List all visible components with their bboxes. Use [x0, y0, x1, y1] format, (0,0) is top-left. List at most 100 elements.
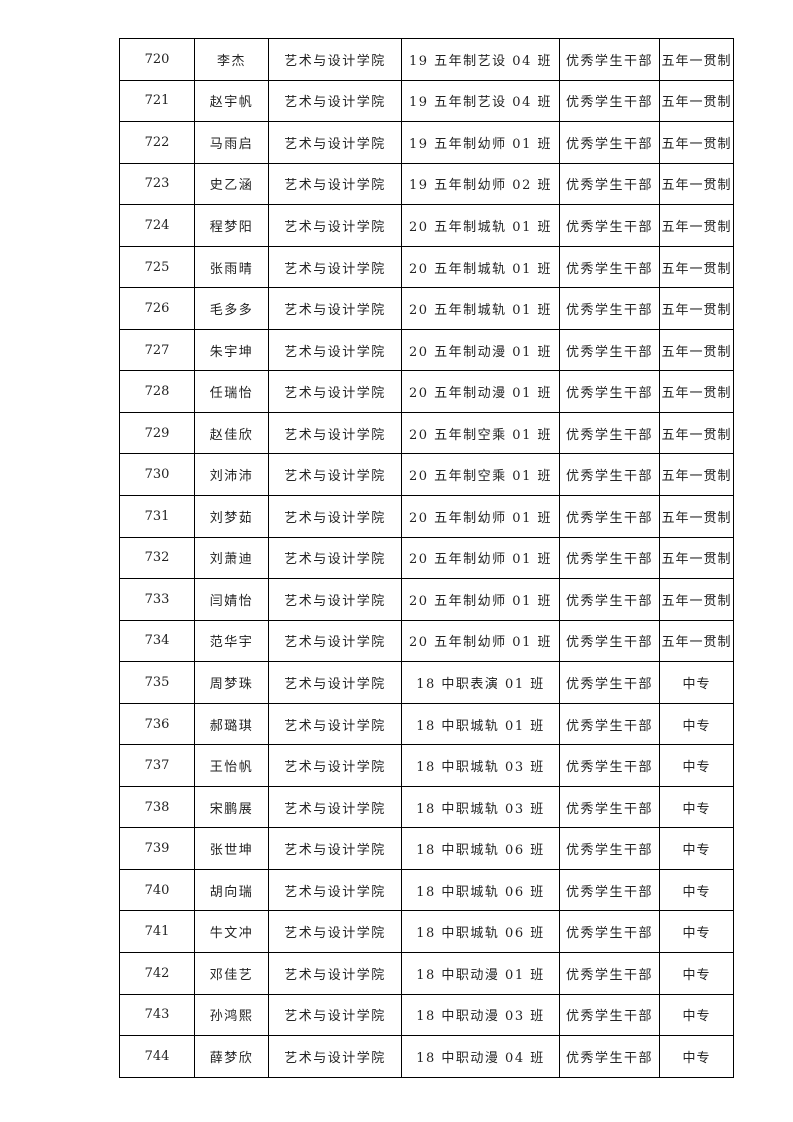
- program-type-cell: 中专: [659, 910, 734, 954]
- student-name-cell: 毛多多: [194, 287, 269, 330]
- table-row: 723 史乙涵 艺术与设计学院 19 五年制幼师 02 班优秀学生干部 五年一贯制: [119, 162, 734, 206]
- student-name-cell: 马雨启: [194, 121, 269, 164]
- class-cell: 19 五年制幼师 02 班: [401, 162, 560, 206]
- program-type-cell: 五年一贯制: [659, 411, 734, 455]
- student-name-cell: 王怡帆: [194, 744, 269, 787]
- table-row: 724 程梦阳 艺术与设计学院 20 五年制城轨 01 班优秀学生干部 五年一贯制: [119, 204, 734, 247]
- row-number-cell: 738: [119, 785, 195, 829]
- program-type-cell: 五年一贯制: [659, 370, 734, 413]
- program-type-cell: 五年一贯制: [659, 328, 734, 372]
- award-cell: 优秀学生干部: [559, 827, 660, 870]
- student-name-cell: 周梦珠: [194, 661, 269, 704]
- row-number-cell: 724: [119, 204, 195, 247]
- award-cell: 优秀学生干部: [559, 495, 660, 538]
- college-cell: 艺术与设计学院: [268, 827, 402, 870]
- program-type-cell: 中专: [659, 785, 734, 829]
- student-name-cell: 闫婧怡: [194, 578, 269, 621]
- college-cell: 艺术与设计学院: [268, 702, 402, 746]
- program-type-cell: 中专: [659, 868, 734, 912]
- class-cell: 18 中职动漫 04 班: [401, 1035, 560, 1078]
- class-cell: 20 五年制动漫 01 班: [401, 370, 560, 413]
- class-cell: 20 五年制城轨 01 班: [401, 287, 560, 330]
- table-row: 732 刘萧迪 艺术与设计学院 20 五年制幼师 01 班优秀学生干部 五年一贯制: [119, 536, 734, 580]
- table-row: 736 郝璐琪 艺术与设计学院 18 中职城轨 01 班优秀学生干部 中专: [119, 702, 734, 746]
- program-type-cell: 五年一贯制: [659, 121, 734, 164]
- program-type-cell: 中专: [659, 952, 734, 995]
- row-number-cell: 741: [119, 910, 195, 954]
- award-cell: 优秀学生干部: [559, 287, 660, 330]
- program-type-cell: 中专: [659, 1035, 734, 1078]
- student-name-cell: 程梦阳: [194, 204, 269, 247]
- row-number-cell: 720: [119, 38, 195, 81]
- college-cell: 艺术与设计学院: [268, 619, 402, 663]
- class-cell: 20 五年制城轨 01 班: [401, 245, 560, 289]
- class-cell: 20 五年制幼师 01 班: [401, 619, 560, 663]
- award-cell: 优秀学生干部: [559, 785, 660, 829]
- college-cell: 艺术与设计学院: [268, 952, 402, 995]
- table-row: 721 赵宇帆 艺术与设计学院 19 五年制艺设 04 班优秀学生干部 五年一贯制: [119, 79, 734, 123]
- class-cell: 18 中职城轨 03 班: [401, 785, 560, 829]
- table-body: 720 李杰 艺术与设计学院 19 五年制艺设 04 班优秀学生干部 五年一贯制 721 赵…: [119, 38, 734, 1078]
- award-cell: 优秀学生干部: [559, 536, 660, 580]
- college-cell: 艺术与设计学院: [268, 536, 402, 580]
- row-number-cell: 725: [119, 245, 195, 289]
- row-number-cell: 735: [119, 661, 195, 704]
- table-row: 725 张雨晴 艺术与设计学院 20 五年制城轨 01 班优秀学生干部 五年一贯制: [119, 245, 734, 289]
- table-row: 742 邓佳艺 艺术与设计学院 18 中职动漫 01 班优秀学生干部 中专: [119, 952, 734, 995]
- college-cell: 艺术与设计学院: [268, 79, 402, 123]
- table-row: 737 王怡帆 艺术与设计学院 18 中职城轨 03 班优秀学生干部 中专: [119, 744, 734, 787]
- award-cell: 优秀学生干部: [559, 993, 660, 1037]
- program-type-cell: 五年一贯制: [659, 619, 734, 663]
- class-cell: 20 五年制幼师 01 班: [401, 578, 560, 621]
- student-name-cell: 刘沛沛: [194, 453, 269, 497]
- table-row: 744 薛梦欣 艺术与设计学院 18 中职动漫 04 班优秀学生干部 中专: [119, 1035, 734, 1078]
- row-number-cell: 722: [119, 121, 195, 164]
- award-cell: 优秀学生干部: [559, 328, 660, 372]
- award-cell: 优秀学生干部: [559, 952, 660, 995]
- program-type-cell: 五年一贯制: [659, 204, 734, 247]
- award-cell: 优秀学生干部: [559, 245, 660, 289]
- award-cell: 优秀学生干部: [559, 79, 660, 123]
- award-cell: 优秀学生干部: [559, 411, 660, 455]
- row-number-cell: 726: [119, 287, 195, 330]
- program-type-cell: 五年一贯制: [659, 495, 734, 538]
- award-cell: 优秀学生干部: [559, 868, 660, 912]
- program-type-cell: 五年一贯制: [659, 245, 734, 289]
- student-name-cell: 任瑞怡: [194, 370, 269, 413]
- award-cell: 优秀学生干部: [559, 661, 660, 704]
- college-cell: 艺术与设计学院: [268, 411, 402, 455]
- student-name-cell: 牛文冲: [194, 910, 269, 954]
- class-cell: 18 中职表演 01 班: [401, 661, 560, 704]
- table-row: 727 朱宇坤 艺术与设计学院 20 五年制动漫 01 班优秀学生干部 五年一贯制: [119, 328, 734, 372]
- award-cell: 优秀学生干部: [559, 121, 660, 164]
- row-number-cell: 736: [119, 702, 195, 746]
- college-cell: 艺术与设计学院: [268, 1035, 402, 1078]
- class-cell: 18 中职动漫 01 班: [401, 952, 560, 995]
- student-name-cell: 张世坤: [194, 827, 269, 870]
- student-name-cell: 胡向瑞: [194, 868, 269, 912]
- program-type-cell: 中专: [659, 827, 734, 870]
- student-name-cell: 赵宇帆: [194, 79, 269, 123]
- table-row: 722 马雨启 艺术与设计学院 19 五年制幼师 01 班优秀学生干部 五年一贯制: [119, 121, 734, 164]
- program-type-cell: 五年一贯制: [659, 453, 734, 497]
- award-cell: 优秀学生干部: [559, 619, 660, 663]
- college-cell: 艺术与设计学院: [268, 204, 402, 247]
- award-list-table: 720 李杰 艺术与设计学院 19 五年制艺设 04 班优秀学生干部 五年一贯制 721 赵…: [119, 38, 734, 1078]
- student-name-cell: 郝璐琪: [194, 702, 269, 746]
- award-cell: 优秀学生干部: [559, 744, 660, 787]
- student-name-cell: 刘梦茹: [194, 495, 269, 538]
- table-row: 730 刘沛沛 艺术与设计学院 20 五年制空乘 01 班优秀学生干部 五年一贯制: [119, 453, 734, 497]
- student-name-cell: 邓佳艺: [194, 952, 269, 995]
- table-row: 735 周梦珠 艺术与设计学院 18 中职表演 01 班优秀学生干部 中专: [119, 661, 734, 704]
- college-cell: 艺术与设计学院: [268, 370, 402, 413]
- table-row: 738 宋鹏展 艺术与设计学院 18 中职城轨 03 班优秀学生干部 中专: [119, 785, 734, 829]
- college-cell: 艺术与设计学院: [268, 578, 402, 621]
- student-name-cell: 李杰: [194, 38, 269, 81]
- row-number-cell: 728: [119, 370, 195, 413]
- class-cell: 20 五年制空乘 01 班: [401, 411, 560, 455]
- college-cell: 艺术与设计学院: [268, 38, 402, 81]
- student-name-cell: 朱宇坤: [194, 328, 269, 372]
- award-cell: 优秀学生干部: [559, 1035, 660, 1078]
- college-cell: 艺术与设计学院: [268, 287, 402, 330]
- row-number-cell: 723: [119, 162, 195, 206]
